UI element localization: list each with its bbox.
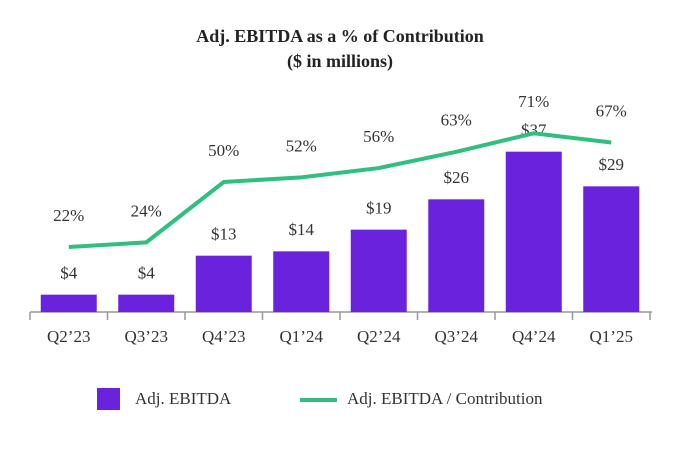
bar-value-label: $4 (60, 264, 78, 283)
bar-value-label: $13 (211, 225, 237, 244)
bar-value-label: $26 (444, 168, 470, 187)
bar (195, 255, 252, 312)
chart-subtitle: ($ in millions) (287, 51, 393, 72)
x-tick-label: Q3’23 (125, 327, 168, 346)
line-value-label: 56% (363, 127, 394, 146)
bar-value-label: $14 (289, 220, 315, 239)
line-value-label: 71% (518, 92, 549, 111)
bar-value-label: $19 (366, 199, 392, 218)
line (68, 131, 612, 249)
legend-swatch (97, 388, 120, 410)
line-value-label: 63% (441, 111, 472, 130)
x-tick-label: Q4’23 (202, 327, 245, 346)
bar-value-label: $4 (138, 264, 156, 283)
bar (583, 186, 640, 312)
bar (428, 199, 485, 312)
x-tick-label: Q1’25 (590, 327, 633, 346)
bar (505, 151, 562, 312)
bar (273, 251, 330, 312)
legend-label: Adj. EBITDA / Contribution (347, 389, 543, 408)
x-tick-label: Q4’24 (512, 327, 556, 346)
x-tick-label: Q2’24 (357, 327, 401, 346)
x-tick-label: Q2’23 (47, 327, 90, 346)
chart-title: Adj. EBITDA as a % of Contribution (196, 26, 484, 46)
bar (40, 294, 97, 312)
legend-label: Adj. EBITDA (135, 389, 232, 408)
bar (118, 294, 175, 312)
bar (350, 229, 407, 312)
line-value-label: 50% (208, 141, 239, 160)
line-value-label: 24% (131, 201, 162, 220)
line-value-label: 67% (596, 101, 627, 120)
line-value-label: 22% (53, 206, 84, 225)
line-value-label: 52% (286, 136, 317, 155)
bar-value-label: $29 (599, 155, 625, 174)
x-tick-label: Q3’24 (435, 327, 479, 346)
x-tick-label: Q1’24 (280, 327, 324, 346)
